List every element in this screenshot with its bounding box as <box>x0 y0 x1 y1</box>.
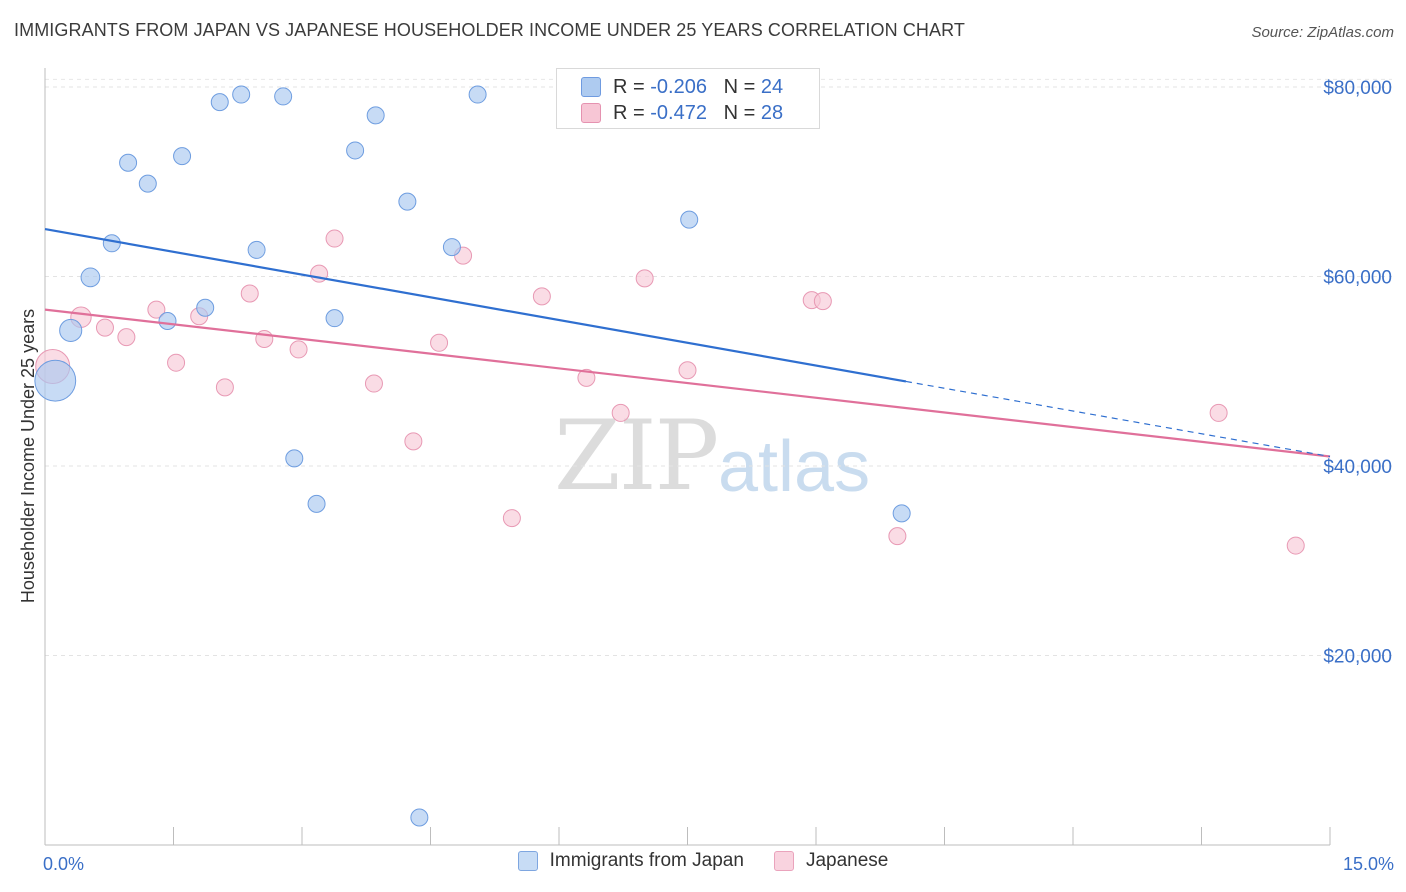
point-japan <box>210 93 229 112</box>
point-japan <box>173 147 192 166</box>
legend-swatch-japan <box>581 77 601 97</box>
point-japan <box>468 85 487 104</box>
stats-legend-row-japan: R = -0.206 N = 24 <box>557 74 783 100</box>
source-credit: Source: ZipAtlas.com <box>1251 24 1394 41</box>
point-japanese <box>167 353 186 372</box>
point-japanese <box>1286 536 1305 555</box>
point-japan <box>34 359 77 402</box>
legend-stats-japanese: R = -0.472 N = 28 <box>613 102 783 125</box>
watermark-zip: ZIP <box>554 400 719 512</box>
n-label: N = <box>723 101 761 124</box>
trendline-japan-extension <box>905 380 1331 458</box>
point-japan <box>892 504 911 523</box>
point-japan <box>247 240 266 259</box>
trendline-japan <box>44 228 907 383</box>
series-swatch-japanese <box>773 851 794 871</box>
point-japanese <box>325 229 344 248</box>
point-japan <box>138 174 157 193</box>
point-japanese <box>240 284 259 303</box>
point-japanese <box>502 509 521 528</box>
watermark-atlas: atlas <box>718 427 871 507</box>
point-japan <box>366 106 385 125</box>
point-japanese <box>215 378 234 397</box>
series-legend-item-japan: Immigrants from Japan <box>517 850 744 872</box>
point-japanese <box>611 403 630 422</box>
point-japanese <box>430 333 449 352</box>
point-japanese <box>117 328 136 347</box>
stats-legend: R = -0.206 N = 24 R = -0.472 N = 28 <box>556 68 820 129</box>
n-value: 28 <box>760 101 784 124</box>
point-japanese <box>95 318 114 337</box>
r-label: R = <box>613 75 651 98</box>
point-japan <box>307 494 326 513</box>
y-tick-label: $40,000 <box>1323 457 1392 478</box>
point-japanese <box>404 432 423 451</box>
point-japan <box>196 298 215 317</box>
point-japan <box>158 311 177 330</box>
point-japanese <box>364 374 383 393</box>
series-label-japanese: Japanese <box>805 850 889 871</box>
y-tick-label: $80,000 <box>1323 78 1392 99</box>
point-japan <box>119 153 138 172</box>
point-japanese <box>635 269 654 288</box>
y-tick-label: $60,000 <box>1323 267 1392 288</box>
point-japanese <box>147 300 166 319</box>
n-value: 24 <box>760 75 784 98</box>
point-japan <box>346 141 365 160</box>
point-japan <box>102 234 121 253</box>
point-japanese <box>888 527 907 546</box>
series-swatch-japan <box>517 851 538 871</box>
series-legend: Immigrants from Japan Japanese <box>0 850 1406 872</box>
legend-stats-japan: R = -0.206 N = 24 <box>613 76 783 99</box>
point-japan <box>285 449 304 468</box>
chart-title: IMMIGRANTS FROM JAPAN VS JAPANESE HOUSEH… <box>14 20 965 40</box>
point-japan <box>80 267 101 288</box>
r-value: -0.206 <box>650 75 707 98</box>
point-japanese <box>678 361 697 380</box>
point-japanese <box>289 340 308 359</box>
point-japanese <box>1209 403 1228 422</box>
point-japanese <box>813 292 832 311</box>
point-japanese <box>532 287 551 306</box>
legend-swatch-japanese <box>581 103 601 123</box>
trendline-japanese <box>44 308 1331 458</box>
point-japan <box>680 210 699 229</box>
y-tick-label: $20,000 <box>1323 646 1392 667</box>
x-tick-label-max: 15.0% <box>1343 854 1394 874</box>
n-label: N = <box>723 75 761 98</box>
point-japan <box>232 85 251 104</box>
point-japan <box>442 238 461 257</box>
point-japan <box>410 808 429 827</box>
r-label: R = <box>613 101 651 124</box>
point-japan <box>325 309 344 328</box>
point-japan <box>398 192 417 211</box>
series-label-japan: Immigrants from Japan <box>549 850 744 871</box>
series-legend-item-japanese: Japanese <box>773 850 889 872</box>
point-japan <box>59 318 83 343</box>
y-axis-label: Householder Income Under 25 years <box>18 309 38 603</box>
x-tick-label-min: 0.0% <box>43 854 84 874</box>
stats-legend-row-japanese: R = -0.472 N = 28 <box>557 100 783 126</box>
r-value: -0.472 <box>650 101 707 124</box>
point-japanese <box>577 368 596 387</box>
point-japan <box>274 87 293 106</box>
